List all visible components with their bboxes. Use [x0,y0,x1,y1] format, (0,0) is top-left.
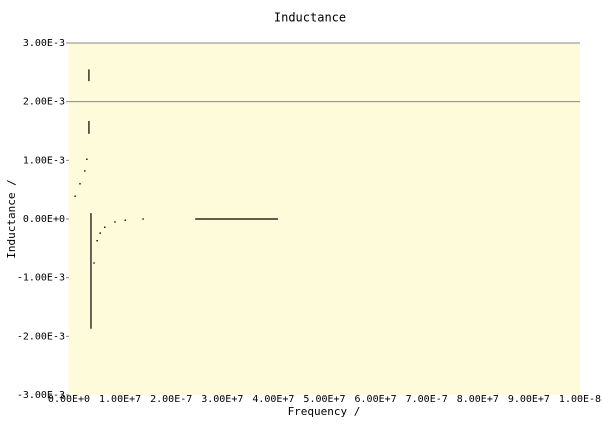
y-tick-label: -2.00E-3 [17,331,65,342]
data-point [79,183,81,185]
x-tick-label: 4.00E+7 [252,394,294,405]
x-tick-label: 6.00E+7 [355,394,397,405]
data-line [88,69,278,329]
data-point [96,239,98,242]
y-tick-label: 0.00E+0 [23,214,65,225]
x-axis-label: Frequency / [288,405,361,418]
data-point [74,195,76,197]
y-tick-label: 3.00E-3 [23,38,65,49]
data-point [114,221,116,223]
chart-title: Inductance [274,11,346,25]
plot-area [69,43,580,395]
x-tick-label: 8.00E+7 [457,394,499,405]
y-tick-label: 1.00E-3 [23,155,65,166]
data-point [93,262,95,264]
data-point [103,226,106,229]
x-tick-label: 1.00E-8 [559,394,601,405]
data-point [124,219,127,221]
y-tick-label: -3.00E-3 [17,390,65,401]
y-axis-label: Inductance / [5,179,18,258]
x-tick-label: 1.00E+7 [99,394,141,405]
x-tick-label: 2.00E-7 [150,394,192,405]
data-point [142,218,144,220]
x-tick-label: 9.00E+7 [508,394,550,405]
y-tick-label: 2.00E-3 [23,97,65,108]
x-tick-label: 7.00E-7 [406,394,448,405]
data-point [99,232,101,234]
y-tick-label: -1.00E-3 [17,273,65,284]
data-point [86,158,88,160]
data-point [84,170,86,172]
x-tick-label: 0.00E+0 [48,394,90,405]
x-tick-label: 3.00E+7 [201,394,243,405]
x-tick-label: 5.00E+7 [303,394,345,405]
